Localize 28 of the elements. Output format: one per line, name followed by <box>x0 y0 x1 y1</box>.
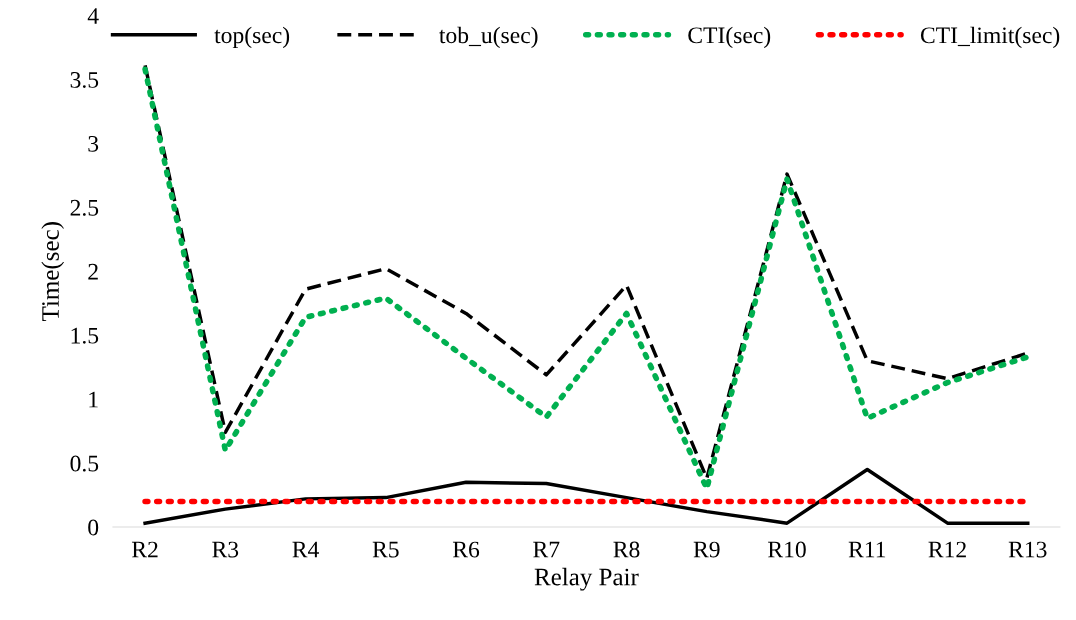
x-tick-label: R8 <box>613 541 640 558</box>
x-tick-label: R10 <box>768 541 806 558</box>
legend-label: CTI(sec) <box>688 26 771 49</box>
y-tick-label: 4 <box>87 8 99 24</box>
y-tick-label: 1 <box>89 391 98 408</box>
y-tick-label: 1.5 <box>71 327 99 344</box>
y-tick-label: 0 <box>88 519 99 536</box>
x-axis-title: Relay Pair <box>534 567 639 591</box>
y-tick-label: 2.5 <box>70 199 99 216</box>
x-tick-label: R3 <box>212 541 239 558</box>
x-tick-label: R5 <box>372 541 399 558</box>
x-tick-label: R2 <box>131 541 158 558</box>
y-tick-label: 2 <box>88 263 98 280</box>
x-tick-label: R7 <box>533 541 560 558</box>
legend-label: top(sec) <box>214 26 290 49</box>
x-tick-label: R13 <box>1008 541 1047 558</box>
x-tick-label: R4 <box>292 541 319 558</box>
y-tick-label: 3.5 <box>70 71 99 88</box>
x-tick-label: R6 <box>452 541 480 558</box>
y-axis-title: Time(sec) <box>41 222 65 322</box>
x-tick-label: R11 <box>848 541 886 558</box>
legend-label: tob_u(sec) <box>439 26 538 49</box>
legend-label: CTI_limit(sec) <box>920 26 1060 49</box>
x-tick-label: R12 <box>928 541 966 558</box>
line-series <box>143 467 1030 525</box>
x-tick-label: R9 <box>693 541 720 558</box>
y-tick-label: 3 <box>88 135 99 152</box>
y-tick-label: 0.5 <box>70 455 99 472</box>
